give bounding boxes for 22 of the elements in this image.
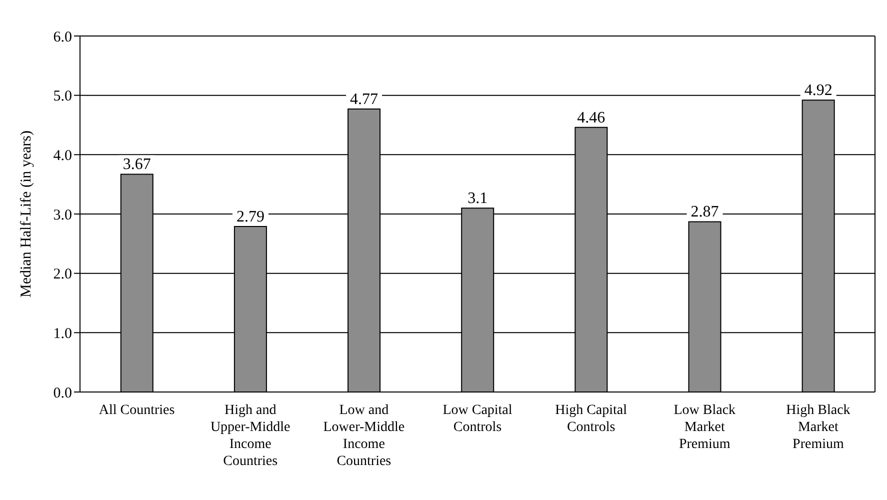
- y-tick-label: 0.0: [53, 385, 72, 402]
- data-label: 3.67: [122, 156, 151, 174]
- y-axis-title: Median Half-Life (in years): [18, 130, 34, 298]
- data-label: 2.79: [236, 208, 264, 226]
- data-label: 4.46: [577, 109, 606, 126]
- y-tick-label: 3.0: [53, 207, 72, 224]
- x-tick-label: High Capital Controls: [555, 403, 628, 435]
- data-label: 4.92: [804, 82, 832, 100]
- x-tick-label: High Black Market Premium: [786, 403, 850, 452]
- x-tick-label: Low Capital Controls: [442, 403, 512, 435]
- data-label: 3.1: [468, 190, 488, 208]
- x-tick-label: Low Black Market Premium: [674, 403, 736, 452]
- y-tick-label: 4.0: [53, 148, 72, 164]
- y-tick-label: 6.0: [53, 29, 72, 46]
- data-label: 4.77: [350, 90, 378, 108]
- x-tick-label: All Countries: [98, 403, 175, 418]
- x-tick-label: High and Upper-Middle Income Countries: [210, 403, 290, 469]
- x-tick-label: Low and Lower-Middle Income Countries: [323, 403, 405, 469]
- data-label: 2.87: [690, 204, 719, 221]
- y-tick-label: 1.0: [53, 326, 72, 342]
- y-tick-label: 2.0: [53, 266, 72, 283]
- y-tick-label: 5.0: [53, 88, 72, 105]
